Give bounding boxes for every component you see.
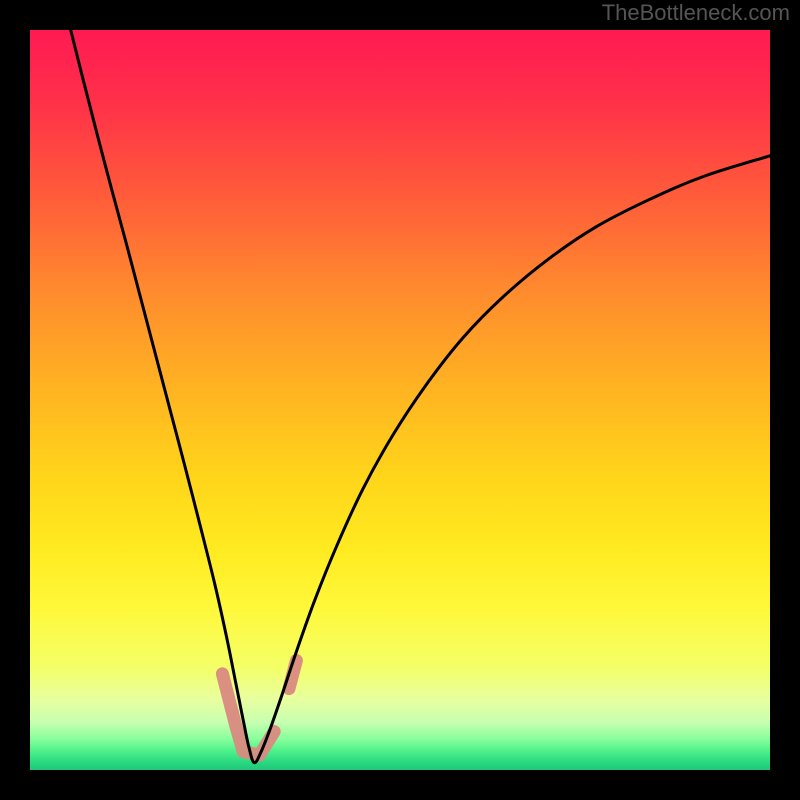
chart-svg <box>30 30 770 770</box>
stage: TheBottleneck.com <box>0 0 800 800</box>
watermark-text: TheBottleneck.com <box>602 0 790 26</box>
plot-area <box>30 30 770 770</box>
bottleneck-curve <box>71 30 770 763</box>
